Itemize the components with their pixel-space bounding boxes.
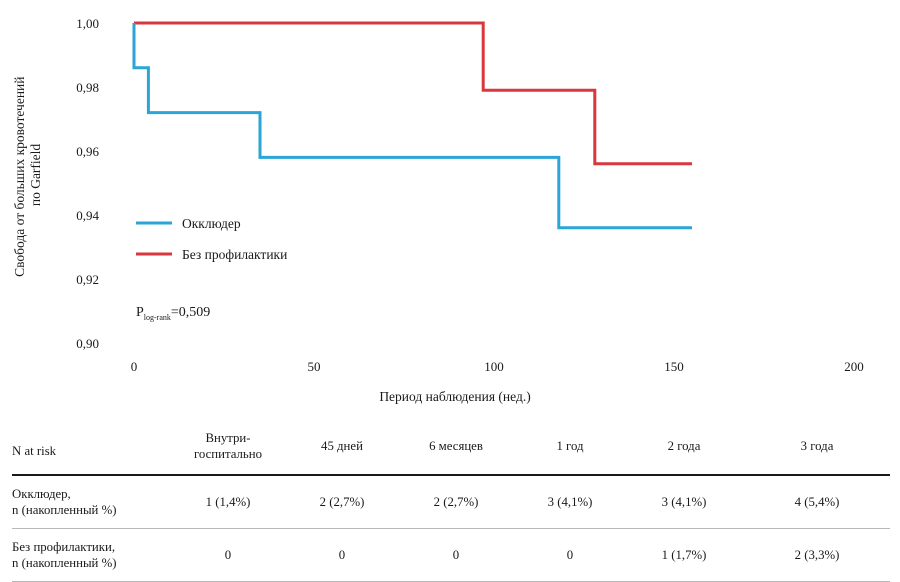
risk-cell: 0 [516, 528, 624, 582]
y-tick-label: 0,92 [76, 272, 99, 287]
risk-table-header: N at risk Внутри-госпитально 45 дней 6 м… [12, 418, 890, 476]
risk-col-header-line1: 6 месяцев [429, 439, 483, 453]
risk-cell: 1 (1,4%) [168, 475, 288, 529]
km-chart: 0,90 0,92 0,94 0,96 0,98 1,00 0 50 100 150 200 Св… [12, 16, 864, 404]
risk-col-header-line1: 1 год [556, 439, 584, 453]
y-tick-label: 0,98 [76, 80, 99, 95]
p-value: =0,509 [171, 305, 210, 320]
legend: Окклюдер Без профилактики [136, 216, 287, 262]
p-subscript: log-rank [144, 313, 171, 322]
series-line-1 [134, 21, 692, 166]
risk-cell: 2 (2,7%) [288, 475, 396, 529]
risk-cell: 2 (2,7%) [396, 475, 516, 529]
risk-table-title: N at risk [12, 418, 168, 476]
y-tick-label: 1,00 [76, 16, 99, 31]
p-label: P [136, 305, 144, 320]
risk-cell: 0 [168, 528, 288, 582]
x-tick-label: 50 [308, 359, 321, 374]
y-tick-label: 0,94 [76, 208, 99, 223]
risk-col-header: 45 дней [288, 418, 396, 476]
risk-row-label: Окклюдер, n (накопленный %) [12, 475, 168, 529]
y-axis-label-line2: по Garfield [28, 144, 43, 207]
risk-col-header: 1 год [516, 418, 624, 476]
x-axis-label: Период наблюдения (нед.) [379, 389, 530, 404]
risk-row-label: Без профилактики, n (накопленный %) [12, 528, 168, 582]
x-tick-label: 100 [484, 359, 504, 374]
risk-cell: 2 (3,3%) [744, 528, 890, 582]
y-axis-label: Свобода от больших кровотечений по Garfi… [12, 73, 43, 277]
x-tick-label: 0 [131, 359, 138, 374]
risk-row-label-line1: Без профилактики, [12, 540, 116, 554]
legend-label-no-prophylaxis: Без профилактики [182, 247, 287, 262]
risk-col-header: 3 года [744, 418, 890, 476]
risk-cell: 3 (4,1%) [516, 475, 624, 529]
risk-cell: 4 (5,4%) [744, 475, 890, 529]
y-axis-ticks: 0,90 0,92 0,94 0,96 0,98 1,00 [76, 16, 99, 351]
x-tick-label: 150 [664, 359, 684, 374]
series-line-0 [132, 23, 692, 230]
risk-table: N at risk Внутри-госпитально 45 дней 6 м… [12, 418, 890, 582]
risk-row-label-line2: n (накопленный %) [12, 556, 117, 570]
risk-row-label-line1: Окклюдер, [12, 487, 71, 501]
risk-row-label-line2: n (накопленный %) [12, 503, 117, 517]
y-tick-label: 0,96 [76, 144, 99, 159]
risk-col-header: Внутри-госпитально [168, 418, 288, 476]
risk-col-header-line1: Внутри- [205, 431, 251, 445]
risk-cell: 1 (1,7%) [624, 528, 744, 582]
y-tick-label: 0,90 [76, 336, 99, 351]
risk-col-header: 6 месяцев [396, 418, 516, 476]
risk-col-header-line2: госпитально [193, 447, 263, 461]
table-row: Без профилактики, n (накопленный %) 0 0 0… [12, 528, 890, 582]
risk-cell: 0 [288, 528, 396, 582]
y-axis-label-line1: Свобода от больших кровотечений [12, 77, 27, 277]
risk-col-header: 2 года [624, 418, 744, 476]
table-row: Окклюдер, n (накопленный %) 1 (1,4%) 2 (2… [12, 475, 890, 529]
p-value-annotation: Plog-rank=0,509 [136, 305, 210, 322]
x-axis-ticks: 0 50 100 150 200 [131, 359, 864, 374]
legend-label-occluder: Окклюдер [182, 216, 241, 231]
risk-col-header-line1: 3 года [800, 439, 834, 453]
series-lines [132, 21, 692, 230]
risk-cell: 0 [396, 528, 516, 582]
risk-col-header-line1: 2 года [667, 439, 701, 453]
risk-cell: 3 (4,1%) [624, 475, 744, 529]
x-tick-label: 200 [844, 359, 864, 374]
risk-col-header-line1: 45 дней [321, 439, 363, 453]
